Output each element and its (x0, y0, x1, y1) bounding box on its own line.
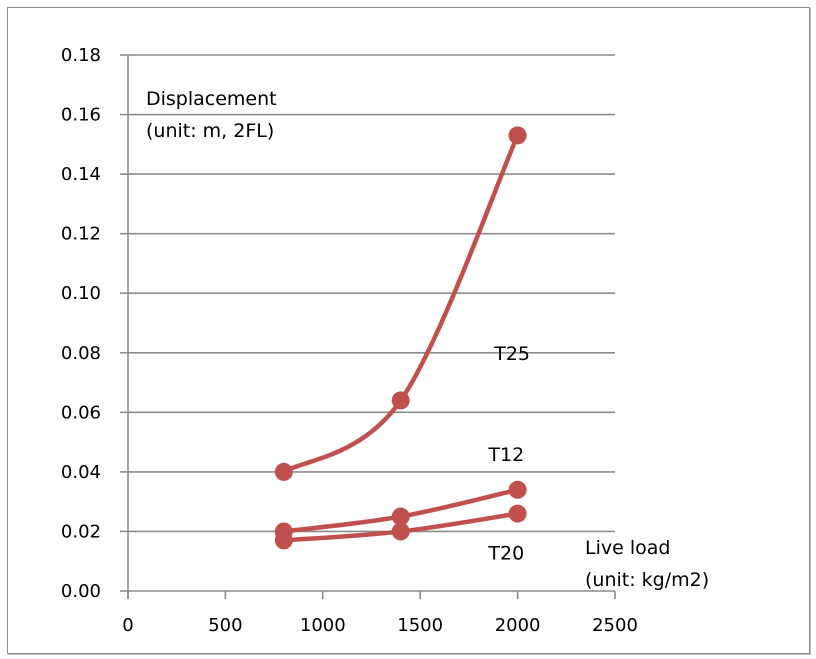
x-tick-label: 500 (208, 615, 242, 636)
y-tick-label: 0.14 (61, 164, 101, 185)
series-t25: T25 (274, 126, 530, 481)
x-tick-label: 1000 (300, 615, 346, 636)
series-t12: T12 (274, 444, 527, 541)
annotations: Displacement (unit: m, 2FL) Live load (u… (146, 88, 709, 591)
y-tick-label: 0.10 (61, 283, 101, 304)
series-t20: T20 (274, 504, 527, 564)
axes (120, 54, 616, 599)
y-tick-label: 0.08 (61, 343, 101, 364)
series-label-t12: T12 (487, 444, 524, 466)
data-point (508, 126, 527, 145)
x-tick-label: 2500 (592, 615, 638, 636)
y-tick-label: 0.12 (61, 224, 101, 245)
data-point (508, 504, 527, 523)
y-axis-title-line1: Displacement (146, 88, 277, 110)
y-tick-label: 0.02 (61, 521, 101, 542)
x-axis-title-line1: Live load (585, 537, 670, 559)
x-tick-label: 0 (122, 615, 133, 636)
x-axis-title-line2: (unit: kg/m2) (585, 569, 709, 591)
series-group: T25 T12 T20 (274, 126, 530, 564)
data-point (391, 391, 410, 410)
y-tick-label: 0.00 (61, 581, 101, 602)
x-tick-label: 1500 (397, 615, 443, 636)
tick-labels: 0.00 0.02 0.04 0.06 0.08 0.10 0.12 0.14 0.16 0.18… (61, 45, 638, 636)
gridlines (128, 54, 615, 533)
series-label-t25: T25 (493, 343, 530, 365)
y-tick-label: 0.16 (61, 105, 101, 126)
y-tick-label: 0.06 (61, 402, 101, 423)
data-point (274, 531, 293, 550)
data-point (391, 507, 410, 526)
series-line (281, 133, 520, 475)
series-label-t20: T20 (487, 542, 524, 564)
y-axis-title-line2: (unit: m, 2FL) (146, 120, 274, 142)
x-tick-label: 2000 (495, 615, 541, 636)
y-tick-label: 0.04 (61, 462, 101, 483)
data-point (508, 480, 527, 499)
data-point (391, 522, 410, 541)
data-point (274, 462, 293, 481)
y-tick-label: 0.18 (61, 45, 101, 66)
